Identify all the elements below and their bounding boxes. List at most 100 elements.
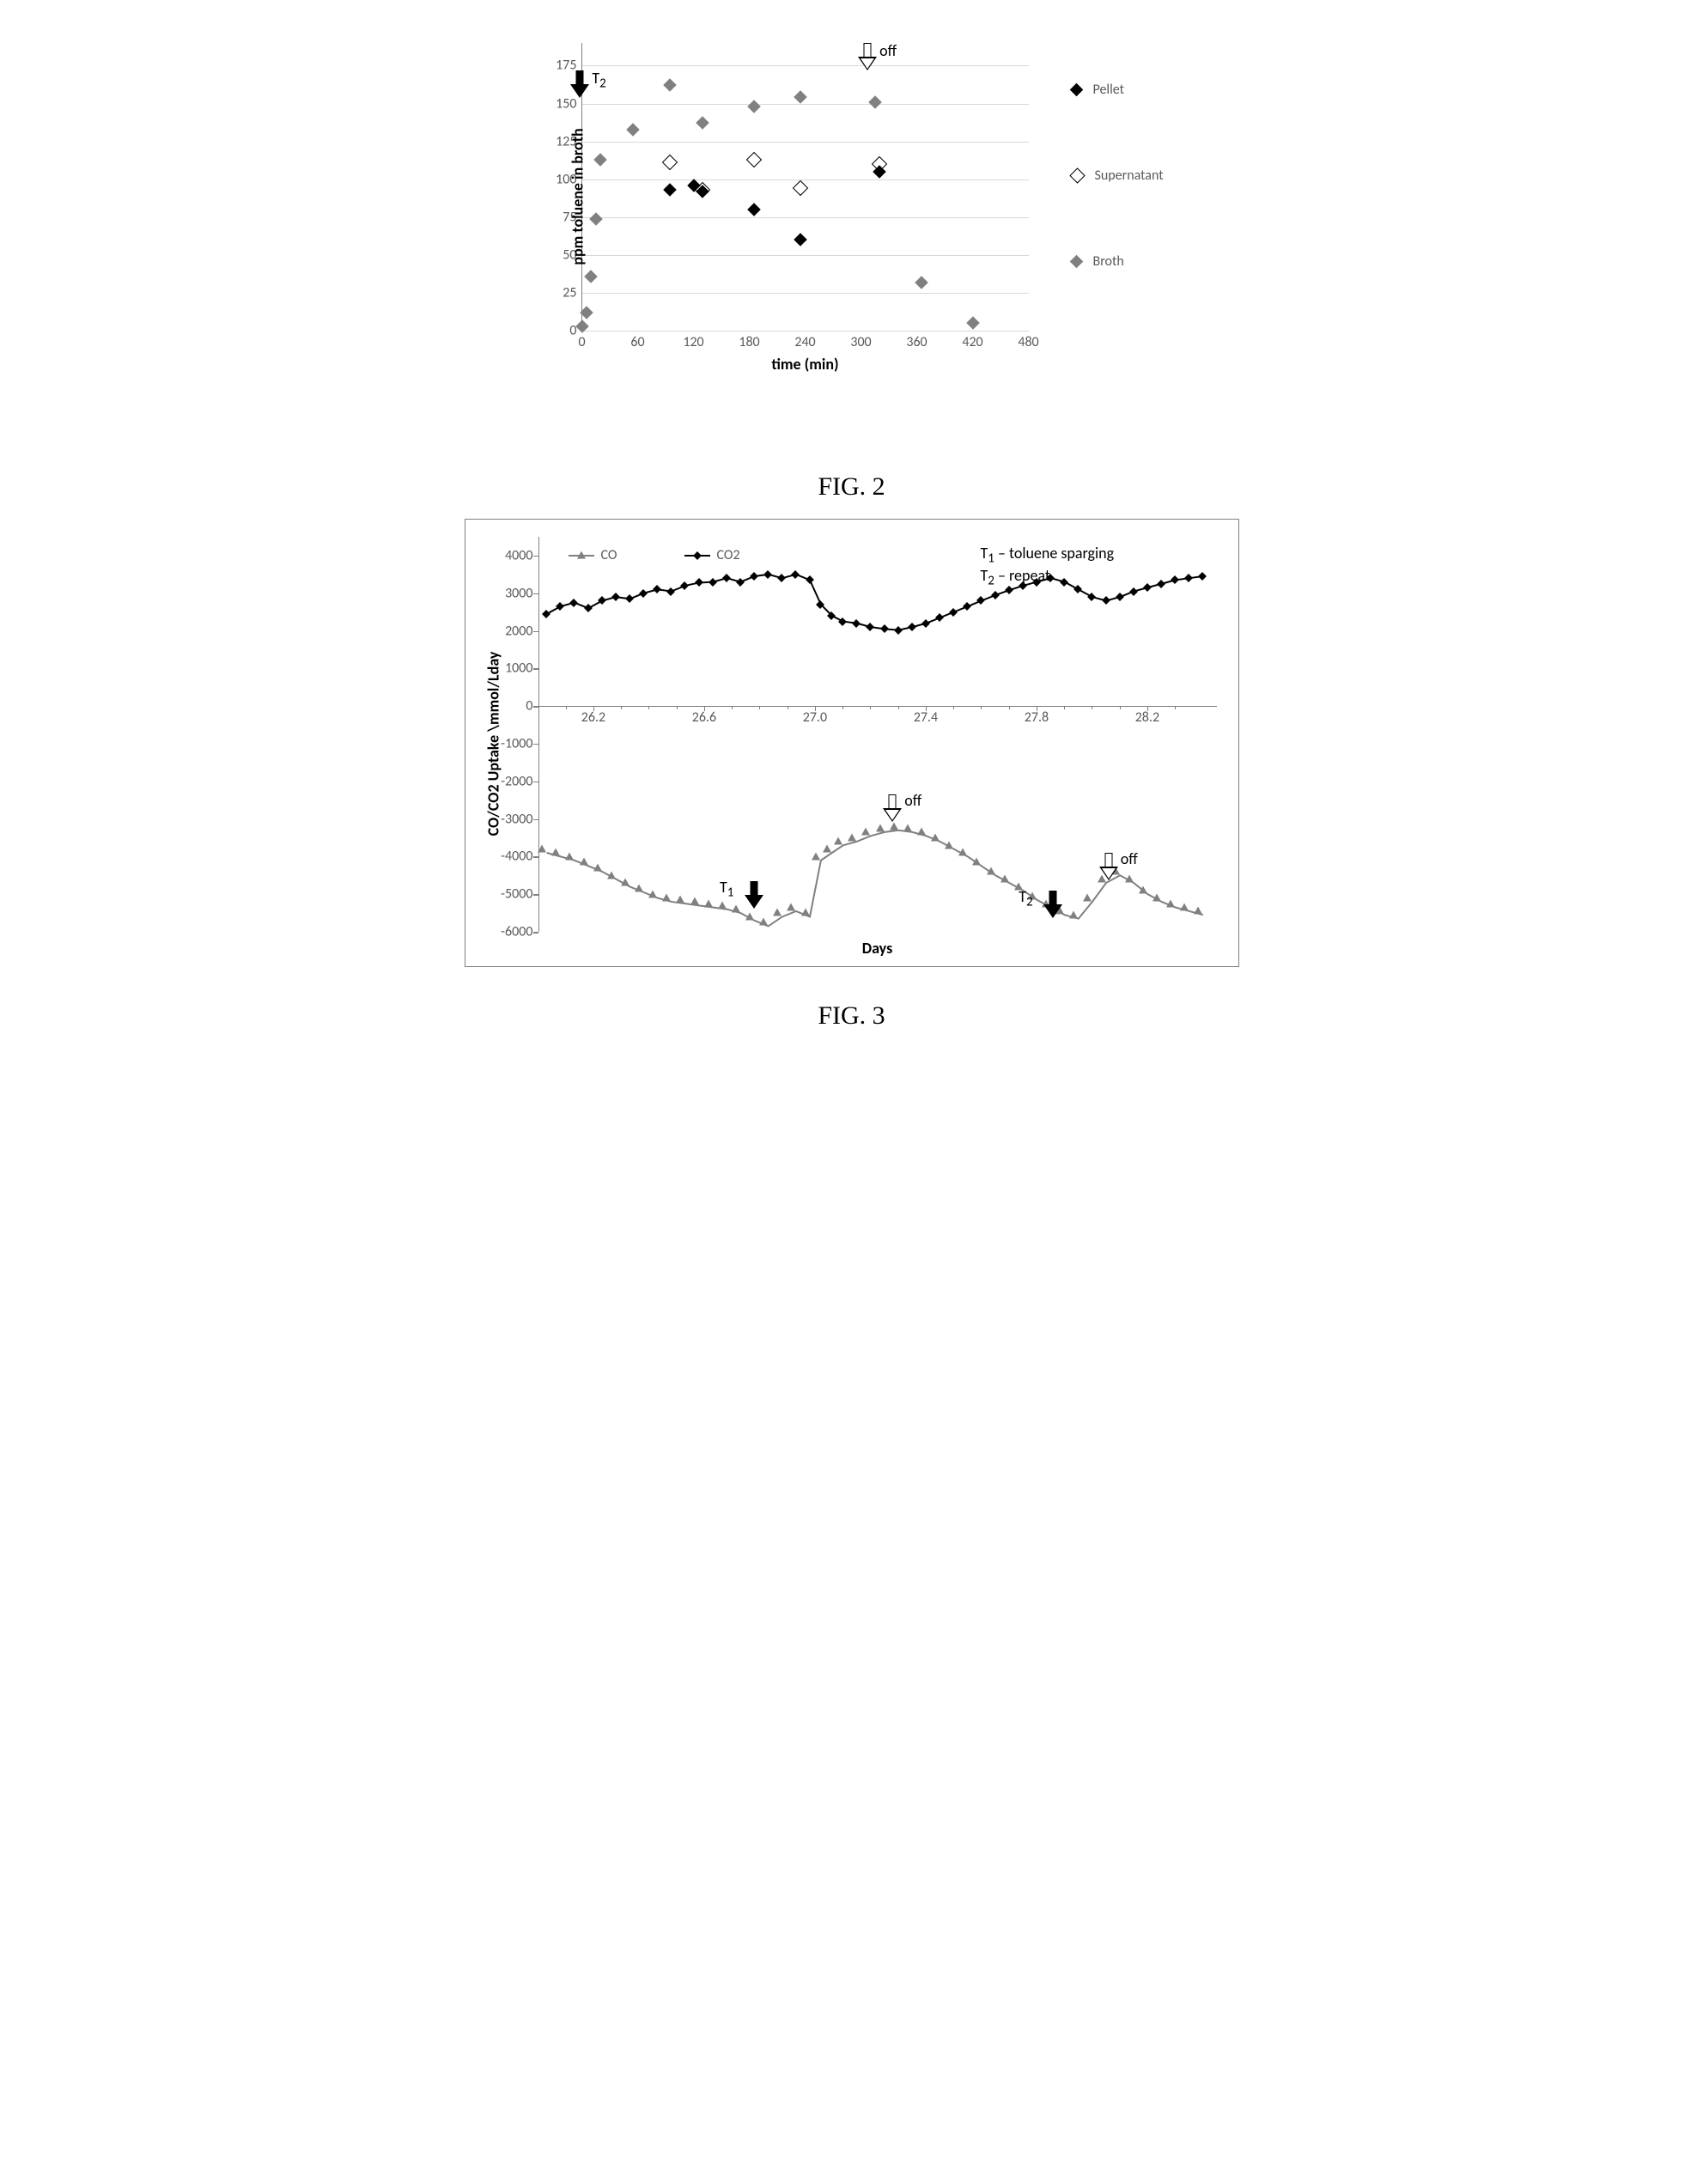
x-minor-tick: [1009, 706, 1010, 709]
data-point: [680, 581, 689, 590]
annotation-label: off: [904, 791, 921, 810]
y-tick-label: 2000: [505, 623, 538, 639]
data-point: [991, 872, 1000, 879]
y-tick-label: -1000: [501, 735, 538, 751]
data-point: [806, 575, 814, 584]
legend-label: CO2: [717, 547, 740, 563]
data-point: [653, 585, 661, 593]
data-point: [763, 570, 772, 579]
annotation-label: T1: [720, 878, 733, 901]
x-minor-tick: [815, 706, 816, 709]
x-tick-label: 420: [962, 331, 982, 350]
legend-marker: [1069, 83, 1083, 97]
legend-item-co2: CO2: [684, 547, 740, 563]
data-point: [556, 602, 564, 611]
legend-marker: [693, 551, 702, 560]
data-point: [866, 832, 874, 840]
y-axis-line: [538, 537, 539, 932]
data-point-broth: [580, 306, 593, 319]
fig3-y-axis-title: CO/CO2 Uptake \mmol/Lday: [484, 652, 502, 836]
data-point: [880, 624, 889, 633]
data-point: [709, 903, 717, 911]
legend-label: Broth: [1093, 253, 1124, 270]
data-point: [639, 589, 648, 598]
data-point: [598, 867, 606, 875]
gridline: [582, 255, 1029, 256]
legend-item-supernatant: Supernatant: [1072, 167, 1164, 184]
data-point-broth: [696, 117, 710, 131]
y-tick-label: 1000: [505, 660, 538, 677]
data-point: [806, 913, 814, 921]
data-point: [1116, 593, 1124, 601]
x-minor-tick: [704, 706, 705, 709]
data-point: [894, 626, 903, 635]
data-point: [1060, 578, 1068, 587]
data-point: [1143, 583, 1152, 592]
data-point: [908, 828, 916, 836]
legend-label: Pellet: [1093, 82, 1124, 98]
data-point: [639, 889, 648, 897]
data-point: [949, 845, 958, 853]
data-point: [852, 619, 861, 628]
gridline: [582, 179, 1029, 180]
data-point: [569, 599, 578, 607]
legend-line: [569, 555, 594, 557]
x-minor-tick: [566, 706, 567, 709]
x-minor-tick: [870, 706, 871, 709]
x-tick-label: 180: [739, 331, 759, 350]
data-point-supernatant: [746, 152, 762, 167]
data-point: [709, 578, 717, 587]
data-point: [598, 597, 606, 605]
legend-line: [684, 555, 710, 557]
data-point-broth: [589, 212, 603, 226]
legend-item-co: CO: [569, 547, 617, 563]
arrow-filled-icon: [1043, 891, 1062, 920]
annotation-label: T2: [592, 69, 605, 92]
x-axis-line: [538, 706, 1217, 707]
fig2-chart: 0255075100125150175060120180240300360420…: [487, 34, 1217, 421]
data-point: [542, 610, 550, 618]
x-tick-label: 300: [850, 331, 871, 350]
x-minor-tick: [732, 706, 733, 709]
y-tick-label: -2000: [501, 773, 538, 789]
data-point: [1184, 574, 1193, 582]
data-point: [736, 909, 745, 917]
data-point: [1087, 897, 1096, 905]
data-point-broth: [664, 79, 678, 93]
gridline: [582, 293, 1029, 294]
gridline: [582, 65, 1029, 66]
data-point: [777, 574, 786, 582]
data-point: [827, 849, 836, 857]
legend-marker: [577, 551, 586, 558]
data-point: [1198, 911, 1207, 919]
data-point: [1073, 585, 1082, 593]
y-tick-label: 25: [563, 284, 581, 301]
data-point: [880, 828, 889, 836]
fig2-title: FIG. 2: [34, 472, 1669, 502]
data-point-broth: [593, 153, 607, 167]
data-point: [750, 916, 758, 924]
x-minor-tick: [898, 706, 899, 709]
data-point: [935, 613, 944, 622]
data-point: [625, 883, 634, 891]
gridline: [582, 142, 1029, 143]
data-point: [1143, 891, 1152, 898]
x-minor-tick: [953, 706, 954, 709]
data-point: [680, 900, 689, 908]
data-point-pellet: [664, 183, 678, 197]
data-point-broth: [915, 276, 928, 289]
fig3-title: FIG. 3: [34, 1001, 1669, 1031]
data-point: [1102, 597, 1110, 605]
annotation-label: T2: [1019, 887, 1032, 910]
data-point: [976, 862, 985, 870]
data-point: [695, 902, 703, 909]
x-tick-label: 240: [794, 331, 815, 350]
data-point: [1184, 907, 1193, 915]
gridline: [582, 104, 1029, 105]
data-point: [777, 913, 786, 921]
data-point: [1157, 897, 1165, 905]
data-point: [866, 623, 874, 631]
arrow-open-icon: [1099, 853, 1118, 882]
y-tick-label: -3000: [501, 811, 538, 827]
data-point: [963, 602, 971, 611]
